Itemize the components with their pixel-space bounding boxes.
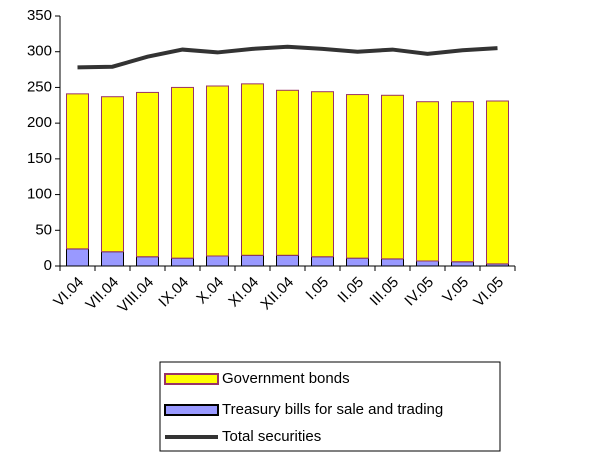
legend-label: Treasury bills for sale and trading xyxy=(222,401,443,418)
bar xyxy=(101,251,124,267)
x-tick-label: X.04 xyxy=(193,274,227,308)
bar xyxy=(241,83,264,256)
bar xyxy=(311,256,334,267)
bar xyxy=(346,257,369,267)
legend-label: Government bonds xyxy=(222,370,350,387)
y-tick-label: 200 xyxy=(27,114,52,131)
y-tick-label: 50 xyxy=(35,221,52,238)
x-tick-label: XI.04 xyxy=(225,274,262,311)
x-tick-label: VI.04 xyxy=(50,274,87,311)
bar xyxy=(381,258,404,267)
x-tick-label: V.05 xyxy=(439,274,472,307)
y-tick-label: 250 xyxy=(27,78,52,95)
bar xyxy=(171,86,194,259)
y-tick-label: 300 xyxy=(27,43,52,60)
bar xyxy=(101,96,124,253)
bar xyxy=(451,101,474,263)
bar xyxy=(66,93,89,250)
x-tick-label: VII.04 xyxy=(82,274,122,314)
bar xyxy=(66,248,89,267)
bar xyxy=(206,85,229,257)
legend-label: Total securities xyxy=(222,428,321,445)
bar xyxy=(241,254,264,267)
y-tick-label: 150 xyxy=(27,150,52,167)
bar xyxy=(346,94,369,259)
x-tick-label: VIII.04 xyxy=(114,274,157,317)
x-tick-label: I.05 xyxy=(302,274,332,304)
x-tick-label: XII.04 xyxy=(257,274,297,314)
line xyxy=(77,44,498,70)
bar xyxy=(381,94,404,260)
y-tick-label: 100 xyxy=(27,186,52,203)
bar xyxy=(276,89,299,256)
legend-swatch xyxy=(164,404,219,416)
legend-swatch xyxy=(164,373,219,385)
bar xyxy=(416,101,439,262)
bar xyxy=(311,91,334,258)
x-tick-label: VI.05 xyxy=(470,274,507,311)
x-tick-label: IV.05 xyxy=(401,274,437,310)
x-tick-label: IX.04 xyxy=(155,274,192,311)
bar xyxy=(451,261,474,267)
y-tick-label: 350 xyxy=(27,7,52,24)
x-tick-label: III.05 xyxy=(367,274,403,310)
bar xyxy=(136,91,159,258)
bar xyxy=(276,254,299,267)
y-tick-label: 0 xyxy=(44,257,52,274)
bar xyxy=(416,260,439,267)
bar xyxy=(206,255,229,267)
x-tick-label: II.05 xyxy=(334,274,367,307)
bar xyxy=(136,256,159,267)
bar xyxy=(486,100,509,265)
bar xyxy=(171,257,194,267)
